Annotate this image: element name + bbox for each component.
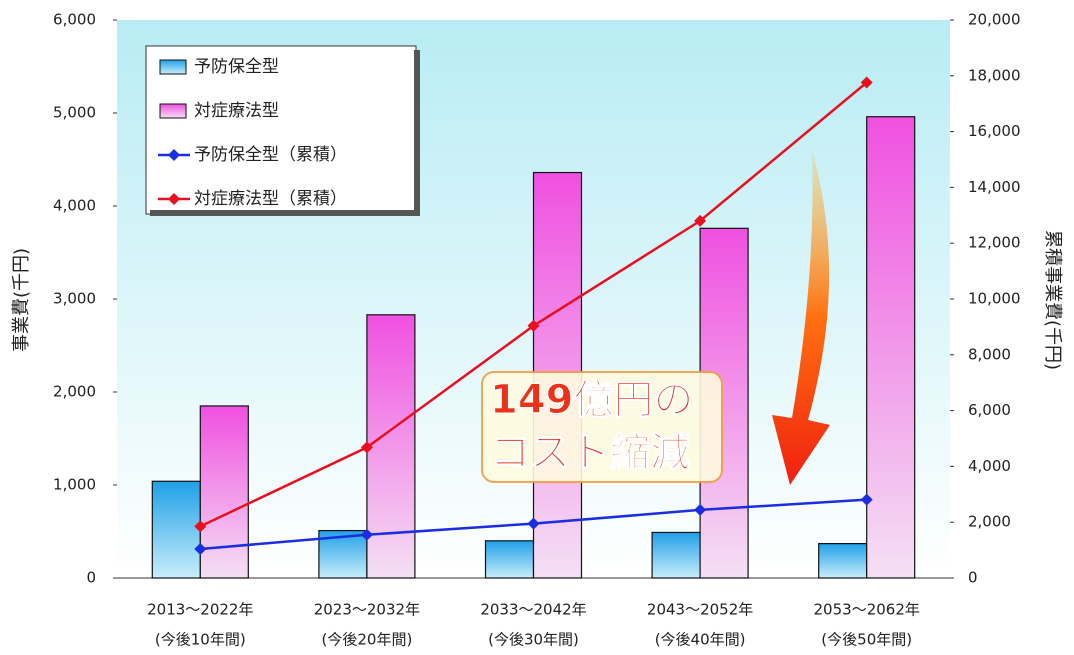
bar [484,540,535,579]
point [860,76,873,89]
x-tick-label: 2023～2032年 [314,601,420,619]
y2-tick-label: 8,000 [968,345,1011,363]
y-tick-label: 3,000 [53,290,96,308]
legend-label: 予防保全型（累積） [194,145,347,165]
legend-swatch [168,193,180,205]
y2-tick-label: 14,000 [968,178,1021,196]
bar [151,480,201,579]
point [527,517,540,530]
legend-swatch [168,149,180,161]
y2-tick-label: 16,000 [968,122,1021,140]
point [527,319,540,332]
annotation: 149億円の [490,377,694,423]
legend-shadow [414,50,420,216]
legend-label: 予防保全型 [194,57,279,77]
legend-swatch [159,59,187,75]
point [360,528,373,541]
y-tick-label: 4,000 [53,197,96,215]
y2-tick-label: 2,000 [968,513,1011,531]
bar [366,314,416,579]
legend-swatch [159,103,187,119]
x-tick-label: 2013～2022年 [147,601,253,619]
bar [318,529,368,579]
x-tick-sublabel: (今後30年間) [488,631,579,649]
x-tick-label: 2043～2052年 [647,601,753,619]
y2-tick-label: 20,000 [968,11,1021,29]
x-tick-sublabel: (今後20年間) [322,631,413,649]
y-tick-label: 2,000 [53,383,96,401]
bar [818,542,868,579]
y-tick-label: 6,000 [53,11,96,29]
bar [199,405,249,579]
y2-axis-label: 累積事業費(千円) [1042,230,1063,370]
y-axis-label: 事業費(千円) [11,248,32,352]
x-tick-sublabel: (今後40年間) [655,631,746,649]
legend-label: 対症療法型 [194,101,279,121]
point [694,214,707,227]
y2-tick-label: 0 [968,569,978,587]
point [194,520,207,533]
point [360,441,373,454]
y-tick-label: 0 [86,569,96,587]
point [694,503,707,516]
point [194,542,207,555]
y2-tick-label: 4,000 [968,457,1011,475]
y2-tick-label: 18,000 [968,66,1021,84]
arrow [772,150,830,485]
y2-tick-label: 10,000 [968,290,1021,308]
bar [866,116,916,579]
y-tick-label: 1,000 [53,476,96,494]
x-tick-sublabel: (今後50年間) [821,631,912,649]
x-tick-sublabel: (今後10年間) [155,631,246,649]
bar [651,531,701,579]
y2-tick-label: 6,000 [968,401,1011,419]
legend-shadow [150,210,420,216]
annotation-box [481,371,723,483]
x-tick-label: 2033～2042年 [480,601,586,619]
point [860,493,873,506]
y-tick-label: 5,000 [53,104,96,122]
legend-label: 対症療法型（累積） [194,189,347,209]
x-tick-label: 2053～2062年 [814,601,920,619]
y2-tick-label: 12,000 [968,234,1021,252]
annotation: コスト縮減 [490,430,690,476]
legend [145,45,417,215]
